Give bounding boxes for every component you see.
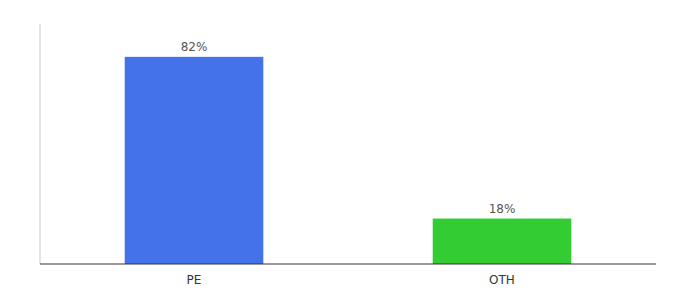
bars xyxy=(125,57,572,264)
x-tick-label: PE xyxy=(187,273,202,287)
x-axis-line xyxy=(40,264,656,265)
chart-container: 82% 18% PE OTH xyxy=(0,0,680,300)
chart-svg: 82% 18% PE OTH xyxy=(0,0,680,300)
bar xyxy=(125,57,264,264)
x-tick-label: OTH xyxy=(489,273,515,287)
data-label: 18% xyxy=(489,202,516,216)
y-axis-line xyxy=(40,24,41,264)
bar xyxy=(433,219,572,264)
data-label: 82% xyxy=(181,40,208,54)
